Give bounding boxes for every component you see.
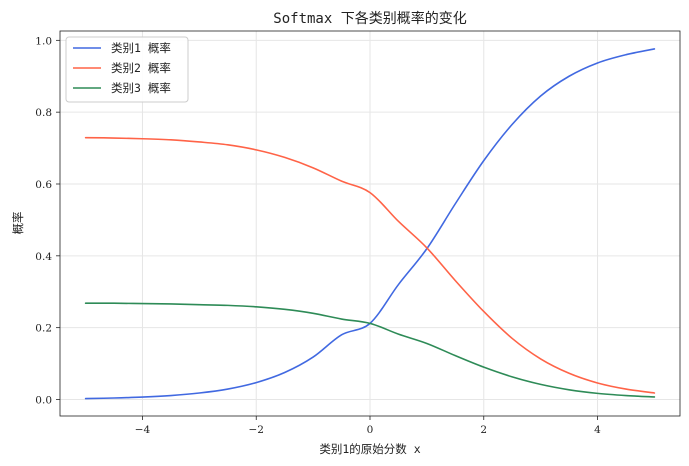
- y-tick-label: 0.2: [35, 323, 52, 335]
- y-axis-label: 概率: [11, 212, 25, 235]
- legend-label-2: 类别2 概率: [111, 61, 171, 75]
- y-tick-label: 0.8: [35, 107, 52, 119]
- y-tick-label: 0.6: [35, 179, 52, 191]
- x-tick-label: 4: [594, 424, 601, 436]
- x-tick-label: 0: [367, 424, 374, 436]
- chart-title: Softmax 下各类别概率的变化: [273, 10, 466, 27]
- x-axis-label: 类别1的原始分数 x: [319, 442, 420, 456]
- legend-box: [65, 36, 189, 103]
- legend-label-1: 类别1 概率: [111, 41, 171, 55]
- series-line-3: [84, 302, 656, 398]
- x-tick-label: −4: [135, 424, 151, 436]
- y-tick-label: 0.4: [35, 251, 52, 263]
- series-line-2: [84, 136, 656, 394]
- y-tick-label: 1.0: [35, 35, 52, 47]
- y-tick-label: 0.0: [35, 394, 52, 406]
- x-tick-label: −2: [248, 424, 263, 436]
- legend-label-3: 类别3 概率: [111, 81, 171, 95]
- x-tick-label: 2: [480, 424, 487, 436]
